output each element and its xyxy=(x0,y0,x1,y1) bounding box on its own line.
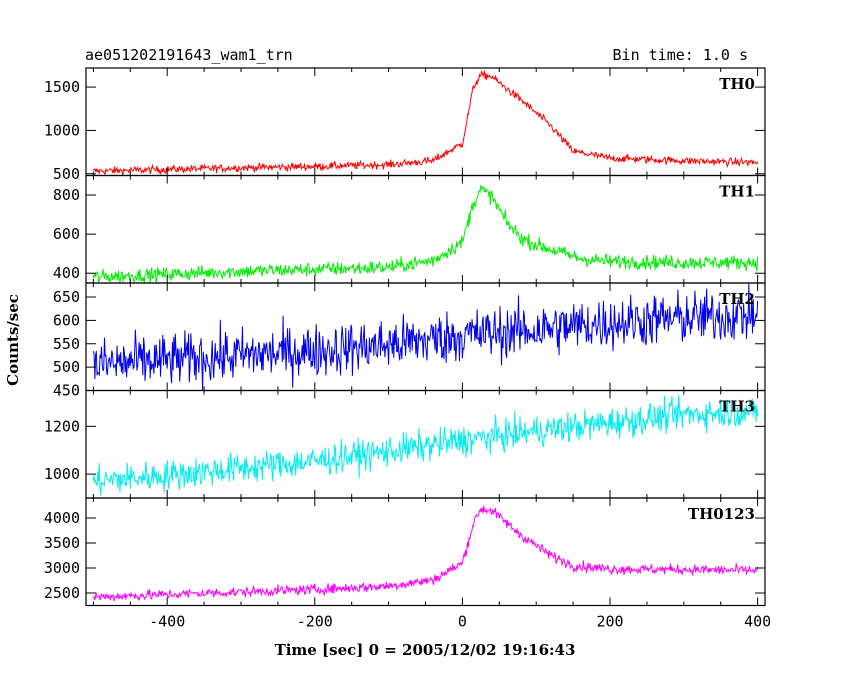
y-axis-label: Counts/sec xyxy=(4,294,22,386)
x-tick-label: 0 xyxy=(458,613,467,631)
chart-title: ae051202191643_wam1_trn xyxy=(85,46,293,64)
y-tick-label: 4000 xyxy=(44,509,80,527)
y-tick-label: 2500 xyxy=(44,584,80,602)
x-tick-label: 400 xyxy=(744,613,771,631)
x-tick-label: -400 xyxy=(149,613,185,631)
series-line-th0123 xyxy=(92,505,759,602)
panel-label-th3: TH3 xyxy=(719,398,755,416)
y-tick-label: 500 xyxy=(53,165,80,183)
y-tick-label: 3000 xyxy=(44,559,80,577)
y-tick-label: 800 xyxy=(53,186,80,204)
y-tick-label: 1000 xyxy=(44,121,80,139)
panel-frame-th0123 xyxy=(85,497,766,607)
y-tick-label: 450 xyxy=(53,382,80,400)
panel-frame-th1 xyxy=(85,174,766,284)
y-tick-label: 400 xyxy=(53,264,80,282)
y-tick-label: 600 xyxy=(53,311,80,329)
y-tick-label: 650 xyxy=(53,288,80,306)
y-tick-label: 550 xyxy=(53,335,80,353)
y-tick-label: 1500 xyxy=(44,78,80,96)
series-line-th0 xyxy=(93,69,759,176)
series-line-th3 xyxy=(92,394,759,496)
y-tick-label: 3500 xyxy=(44,534,80,552)
series-line-th1 xyxy=(92,184,759,284)
x-tick-label: -200 xyxy=(297,613,333,631)
y-tick-label: 500 xyxy=(53,358,80,376)
panel-label-th0: TH0 xyxy=(719,75,755,93)
series-line-th2 xyxy=(92,282,759,391)
panel-label-th1: TH1 xyxy=(719,183,755,201)
y-tick-label: 1000 xyxy=(44,465,80,483)
panel-label-th0123: TH0123 xyxy=(688,505,755,523)
x-tick-label: 200 xyxy=(596,613,623,631)
x-axis-label: Time [sec] 0 = 2005/12/02 19:16:43 xyxy=(275,641,576,659)
y-tick-label: 1200 xyxy=(44,417,80,435)
y-tick-label: 600 xyxy=(53,225,80,243)
panel-label-th2: TH2 xyxy=(719,290,755,308)
panels-group: 500 1000 1500 TH0 400 600 800 TH1 450 500 550 600 65… xyxy=(44,67,771,631)
bin-time-label: Bin time: 1.0 s xyxy=(613,46,748,64)
